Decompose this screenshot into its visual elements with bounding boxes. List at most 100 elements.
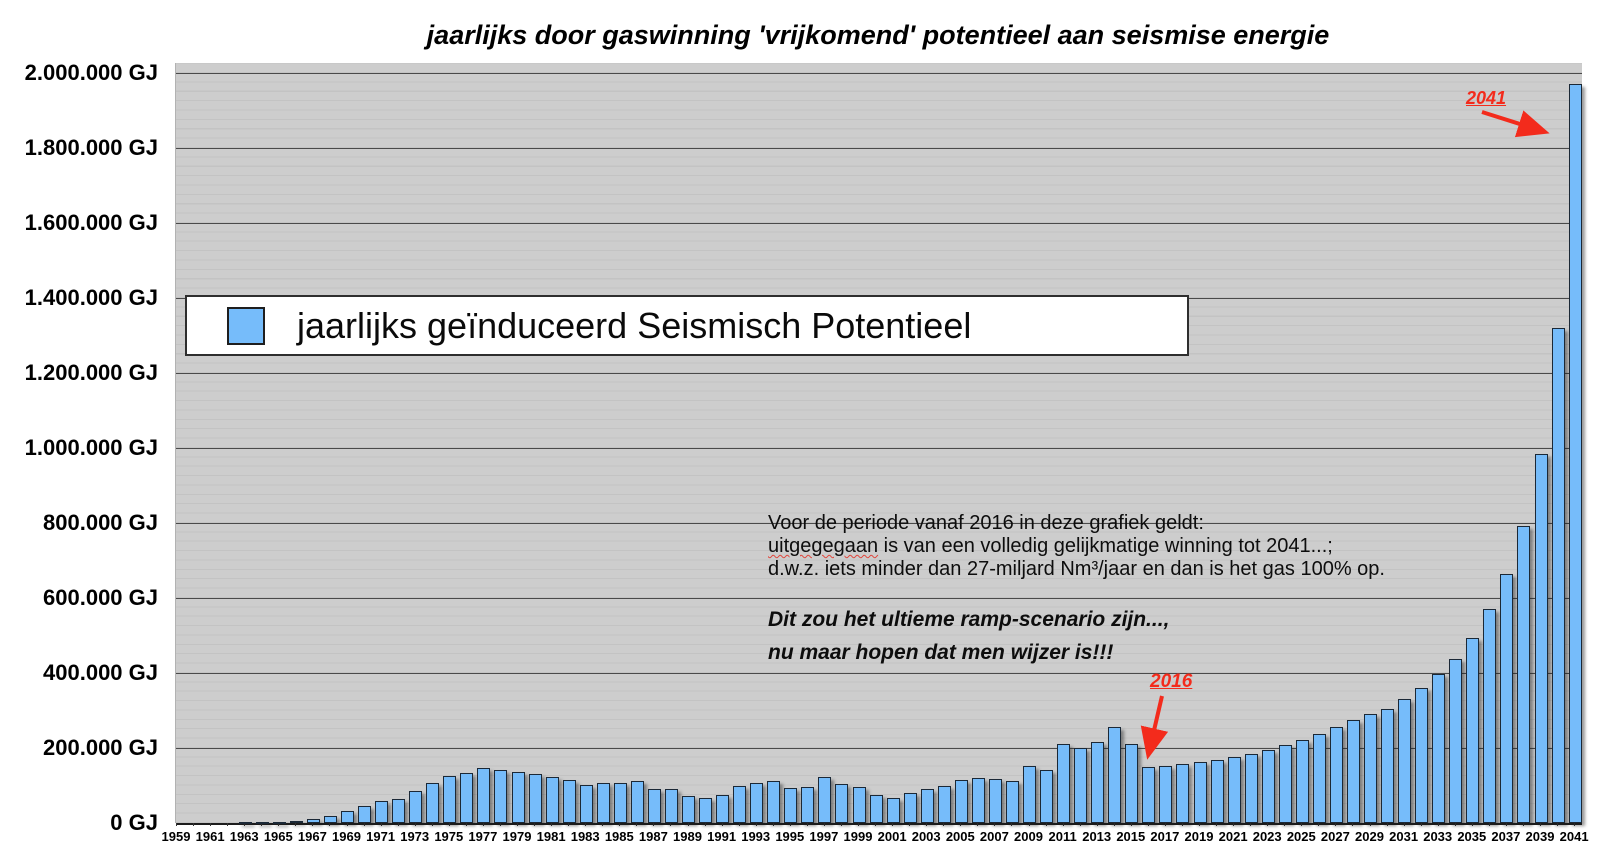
x-axis-tick-label: 2031 — [1389, 829, 1419, 844]
x-axis-tick — [1335, 823, 1337, 826]
bar-1964 — [255, 822, 269, 824]
x-axis-tick-label: 2035 — [1457, 829, 1487, 844]
x-axis-tick — [1557, 823, 1559, 826]
bar-1985 — [613, 783, 627, 823]
x-axis-tick — [960, 823, 962, 826]
bar-1974 — [426, 782, 440, 823]
x-axis-tick — [738, 823, 740, 826]
x-axis-tick-label: 1959 — [161, 829, 191, 844]
x-axis-tick — [1301, 823, 1303, 826]
x-axis-tick-label: 2011 — [1048, 829, 1077, 844]
x-axis-tick — [1284, 823, 1286, 826]
x-axis-tick — [823, 823, 825, 826]
gridline-0 — [176, 823, 1582, 825]
bar-2001 — [886, 797, 900, 823]
bar-1997 — [818, 777, 832, 823]
bar-1984 — [596, 783, 610, 823]
x-axis-tick — [499, 823, 501, 826]
bar-1979 — [511, 772, 525, 823]
bar-1970 — [358, 805, 372, 823]
bar-1969 — [341, 811, 354, 823]
bar-2024 — [1278, 745, 1292, 823]
note-warning: Dit zou het ultieme ramp-scenario zijn..… — [768, 603, 1169, 669]
bar-2038 — [1517, 526, 1531, 823]
bar-2009 — [1023, 766, 1036, 823]
x-axis-tick — [295, 823, 297, 826]
note-scenario-line2-rest: is van een volledig gelijkmatige winning… — [878, 535, 1333, 557]
x-axis-tick — [1233, 823, 1235, 826]
bar-1999 — [852, 787, 866, 823]
x-axis-tick — [278, 823, 280, 826]
x-axis-tick — [1181, 823, 1183, 826]
x-axis-tick-label: 1985 — [604, 829, 634, 844]
bar-1973 — [409, 790, 423, 823]
x-axis-tick — [1540, 823, 1541, 826]
gridline-1200000 — [176, 373, 1582, 374]
note-warning-line1: Dit zou het ultieme ramp-scenario zijn..… — [768, 608, 1170, 631]
x-axis-tick-label: 1983 — [570, 829, 600, 844]
bar-1965 — [272, 821, 286, 824]
x-axis-tick — [210, 823, 212, 826]
x-axis-tick-label: 2033 — [1423, 829, 1453, 844]
x-axis-tick-label: 1971 — [366, 829, 396, 844]
x-axis-tick — [619, 823, 621, 826]
x-axis-tick — [1250, 823, 1252, 826]
bar-1972 — [392, 799, 406, 823]
bar-2008 — [1005, 781, 1019, 823]
bar-1993 — [750, 782, 764, 823]
x-axis-tick — [363, 823, 365, 826]
bar-1986 — [630, 780, 644, 823]
x-axis-tick-label: 2007 — [979, 829, 1009, 844]
bar-2015 — [1125, 743, 1139, 823]
bar-2010 — [1040, 769, 1054, 823]
bar-1968 — [323, 815, 337, 823]
bar-2027 — [1329, 727, 1343, 823]
x-axis-tick-label: 2005 — [945, 829, 975, 844]
x-axis-tick-label: 1981 — [536, 829, 566, 844]
x-axis-tick — [1505, 823, 1507, 826]
callout-2016-arrow-icon — [1140, 695, 1169, 760]
callout-2041-label: 2041 — [1466, 88, 1507, 108]
bar-1977 — [477, 768, 491, 823]
x-axis-tick — [227, 823, 229, 826]
x-axis-tick — [858, 823, 859, 826]
misspelled-word: uitgegegaan — [768, 535, 879, 557]
gridline-400000 — [176, 673, 1582, 674]
plot-area — [175, 63, 1582, 825]
x-axis-tick — [414, 823, 416, 826]
gridline-600000 — [176, 598, 1582, 599]
gridline-1800000 — [176, 148, 1582, 149]
x-axis-tick — [397, 823, 399, 826]
x-axis-tick — [772, 823, 774, 826]
bar-2033 — [1432, 674, 1446, 823]
x-axis-tick-label: 1967 — [297, 829, 327, 844]
x-axis-tick — [176, 823, 177, 826]
bar-2034 — [1449, 659, 1463, 823]
bar-2025 — [1295, 739, 1309, 823]
x-axis-tick — [585, 823, 587, 826]
x-axis-tick — [840, 823, 842, 826]
x-axis-tick — [551, 823, 553, 826]
bar-2004 — [937, 786, 951, 823]
x-axis-tick-label: 1969 — [332, 829, 361, 844]
y-axis-tick-label: 2.000.000 GJ — [24, 60, 158, 85]
x-axis-tick — [329, 823, 331, 826]
bar-1994 — [767, 780, 781, 823]
legend: jaarlijks geïnduceerd Seismisch Potentie… — [185, 295, 1189, 356]
bar-1980 — [528, 773, 542, 823]
note-scenario-line1: Voor de periode vanaf 2016 in deze grafi… — [768, 512, 1204, 534]
x-axis-tick — [448, 823, 450, 826]
x-axis-tick — [1369, 823, 1371, 826]
y-axis-tick-label: 200.000 GJ — [43, 735, 158, 760]
bar-2020 — [1210, 760, 1224, 823]
x-axis-tick — [380, 823, 382, 826]
bar-2031 — [1398, 698, 1412, 823]
x-axis-tick — [653, 823, 655, 826]
bar-2012 — [1074, 748, 1088, 823]
bar-2036 — [1483, 608, 1497, 823]
x-axis-tick — [1267, 823, 1269, 826]
x-axis-tick-label: 2015 — [1116, 829, 1146, 844]
x-axis-tick-label: 1979 — [502, 829, 532, 844]
bar-2040 — [1551, 328, 1565, 823]
y-axis-tick-label: 800.000 GJ — [43, 510, 158, 535]
